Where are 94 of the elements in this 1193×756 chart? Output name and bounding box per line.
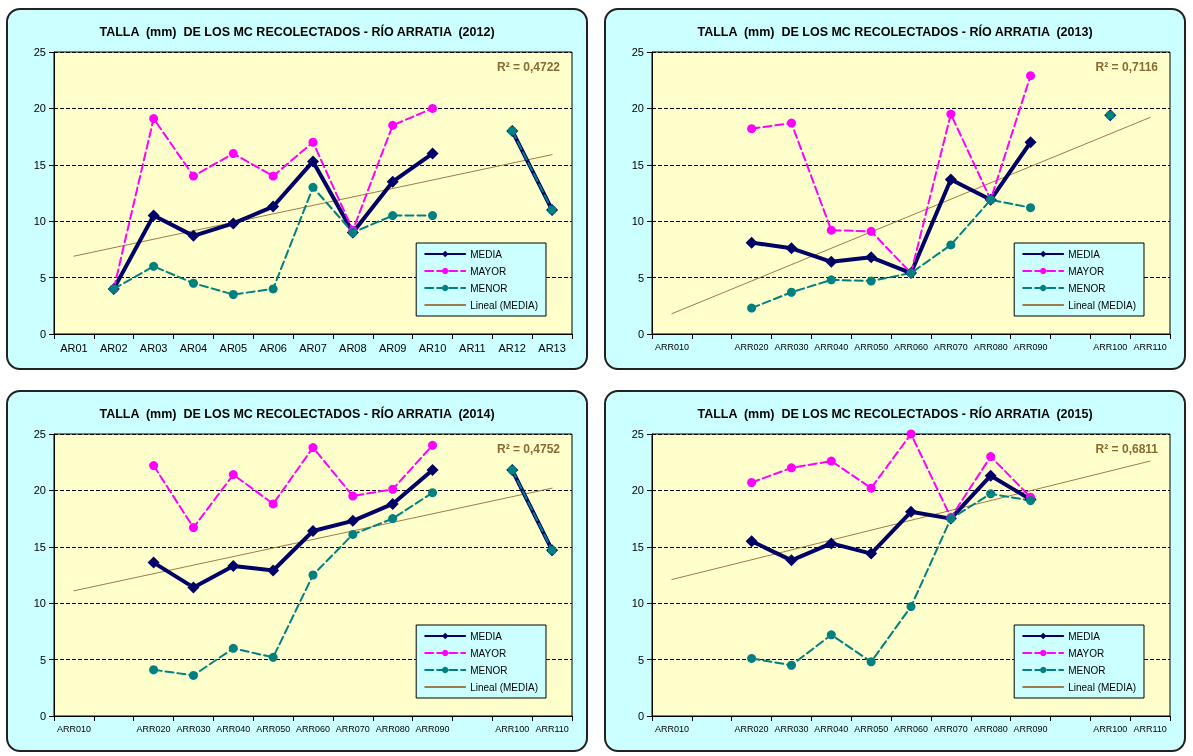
x-tick-label: ARR100 (1093, 341, 1128, 352)
x-tick-label: ARR010 (56, 723, 91, 734)
x-tick-label: ARR050 (854, 341, 889, 352)
x-tick-label: ARR090 (415, 723, 450, 734)
chart-title: TALLA (mm) DE LOS MC RECOLECTADOS - RÍO ARRATIA (2015) (697, 405, 1093, 421)
legend-label: MEDIA (470, 248, 503, 260)
x-tick-label: ARR050 (854, 723, 889, 734)
legend-label: MAYOR (470, 647, 507, 659)
x-tick-label: AR09 (378, 341, 407, 354)
y-tick-label: 10 (33, 215, 46, 228)
x-tick-label: AR12 (498, 341, 526, 354)
x-tick-label: ARR020 (136, 723, 171, 734)
y-tick-label: 0 (637, 328, 644, 340)
legend-label: MENOR (1068, 282, 1106, 294)
y-tick-label: 20 (33, 484, 46, 497)
x-tick-label: ARR090 (1013, 723, 1048, 734)
y-tick-label: 20 (631, 102, 644, 115)
x-tick-label: AR13 (538, 341, 566, 354)
x-tick-label: AR07 (299, 341, 327, 354)
legend-label: Lineal (MEDIA) (470, 681, 539, 693)
chart-title: TALLA (mm) DE LOS MC RECOLECTADOS - RÍO ARRATIA (2012) (99, 23, 495, 39)
x-tick-label: ARR030 (176, 723, 211, 734)
x-tick-label: ARR040 (216, 723, 251, 734)
x-tick-label: ARR110 (1133, 723, 1167, 734)
x-tick-label: ARR020 (734, 723, 769, 734)
y-tick-label: 10 (33, 597, 46, 610)
y-tick-label: 10 (631, 215, 644, 228)
x-tick-label: ARR060 (295, 723, 331, 734)
annotation: R² = 0,7116 (1095, 60, 1159, 74)
y-tick-label: 15 (631, 540, 644, 553)
y-tick-label: 25 (631, 428, 644, 440)
x-tick-label: ARR030 (774, 341, 809, 352)
x-tick-label: ARR060 (893, 341, 929, 352)
annotation: R² = 0,4752 (496, 442, 561, 456)
x-tick-label: AR01 (60, 341, 88, 354)
x-tick-label: ARR070 (933, 341, 968, 352)
y-tick-label: 0 (637, 710, 644, 722)
y-tick-label: 0 (39, 328, 46, 340)
legend-label: MEDIA (470, 630, 503, 642)
y-tick-label: 25 (631, 46, 644, 58)
y-tick-label: 5 (39, 271, 46, 284)
x-tick-label: AR04 (179, 341, 208, 354)
legend-label: Lineal (MEDIA) (1068, 681, 1137, 693)
x-tick-label: ARR070 (335, 723, 370, 734)
legend-label: MENOR (470, 282, 508, 294)
x-tick-label: ARR070 (933, 723, 968, 734)
x-tick-label: AR10 (418, 341, 447, 354)
x-tick-label: AR03 (139, 341, 168, 354)
x-tick-label: ARR110 (1133, 341, 1167, 352)
y-tick-label: 15 (33, 540, 46, 553)
legend-label: MAYOR (470, 265, 507, 277)
y-tick-label: 5 (39, 653, 46, 666)
x-tick-label: AR02 (100, 341, 128, 354)
y-tick-label: 25 (33, 46, 46, 58)
annotation: R² = 0,4722 (496, 60, 561, 74)
x-tick-label: ARR060 (893, 723, 929, 734)
x-tick-label: ARR040 (814, 723, 849, 734)
x-tick-label: ARR080 (973, 341, 1008, 352)
legend-label: MEDIA (1068, 630, 1101, 642)
x-tick-label: ARR090 (1013, 341, 1048, 352)
legend-label: MAYOR (1068, 647, 1105, 659)
x-tick-label: ARR100 (1093, 723, 1128, 734)
x-tick-label: ARR010 (654, 723, 689, 734)
y-tick-label: 20 (631, 484, 644, 497)
y-tick-label: 5 (637, 271, 644, 284)
annotation: R² = 0,6811 (1095, 442, 1159, 456)
y-tick-label: 15 (631, 158, 644, 171)
x-tick-label: ARR030 (774, 723, 809, 734)
x-tick-label: AR05 (219, 341, 248, 354)
legend-label: MAYOR (1068, 265, 1105, 277)
chart-title: TALLA (mm) DE LOS MC RECOLECTADOS - RÍO ARRATIA (2013) (697, 23, 1093, 39)
x-tick-label: ARR080 (375, 723, 410, 734)
x-tick-label: ARR050 (256, 723, 291, 734)
x-tick-label: ARR020 (734, 341, 769, 352)
y-tick-label: 5 (637, 653, 644, 666)
y-tick-label: 15 (33, 158, 46, 171)
y-tick-label: 20 (33, 102, 46, 115)
x-tick-label: ARR010 (654, 341, 689, 352)
x-tick-label: ARR080 (973, 723, 1008, 734)
y-tick-label: 10 (631, 597, 644, 610)
x-tick-label: AR06 (259, 341, 287, 354)
legend-label: MENOR (1068, 664, 1106, 676)
legend-label: Lineal (MEDIA) (1068, 299, 1137, 311)
legend-label: MENOR (470, 664, 508, 676)
y-tick-label: 0 (39, 710, 46, 722)
y-tick-label: 25 (33, 428, 46, 440)
x-tick-label: AR08 (339, 341, 367, 354)
x-tick-label: ARR110 (535, 723, 569, 734)
x-tick-label: AR11 (459, 341, 486, 354)
x-tick-label: ARR040 (814, 341, 849, 352)
x-tick-label: ARR100 (495, 723, 530, 734)
chart-title: TALLA (mm) DE LOS MC RECOLECTADOS - RÍO ARRATIA (2014) (99, 405, 495, 421)
legend-label: Lineal (MEDIA) (470, 299, 539, 311)
legend-label: MEDIA (1068, 248, 1101, 260)
